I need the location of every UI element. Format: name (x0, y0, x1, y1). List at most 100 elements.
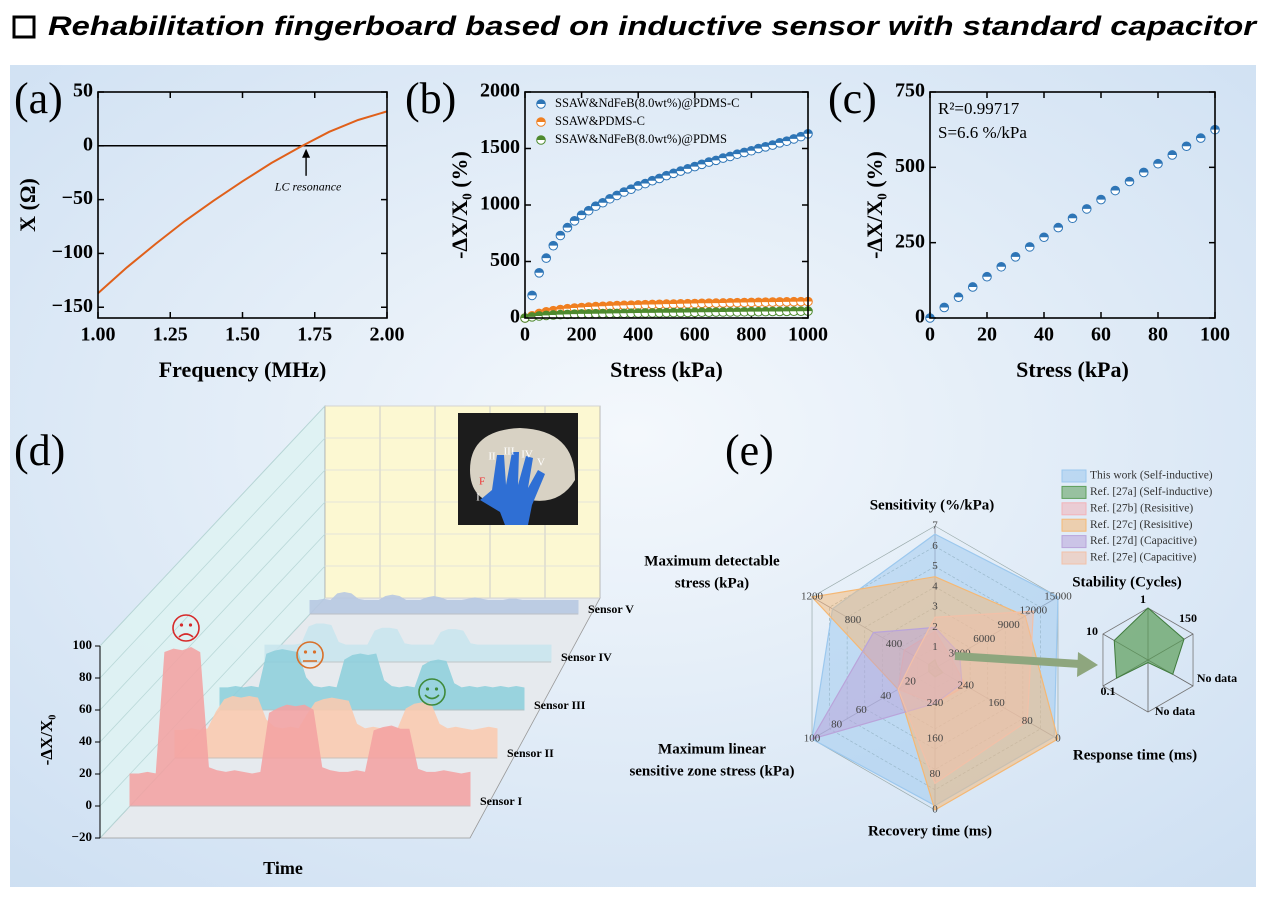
marker-half (563, 310, 572, 315)
scatter-point (1010, 252, 1021, 262)
scatter-point (668, 168, 679, 179)
scatter-point (1181, 141, 1192, 152)
marker-half (704, 307, 714, 313)
marker-half (626, 184, 636, 190)
marker-half (718, 298, 728, 303)
series-label: Sensor II (507, 746, 554, 760)
marker-half (527, 312, 537, 317)
marker-half (747, 298, 756, 303)
annotation-text: LC resonance (274, 180, 342, 194)
legend-label: SSAW&PDMS-C (555, 114, 645, 128)
series-label: Sensor III (534, 698, 586, 712)
eye (425, 687, 430, 691)
marker-half (570, 216, 579, 221)
panel-label: (a) (14, 74, 63, 123)
legend-marker (536, 117, 546, 127)
marker-half (1139, 168, 1149, 173)
scatter-point (781, 297, 792, 307)
marker-half (556, 305, 565, 310)
marker-half (683, 308, 693, 313)
scatter-point (555, 230, 566, 241)
y-tick-label: 0 (83, 133, 93, 155)
marker-half (556, 231, 565, 236)
scatter-point (982, 271, 992, 282)
scatter-point (711, 155, 721, 166)
marker-half (626, 300, 636, 306)
radar-tick-label: 800 (845, 614, 862, 626)
scatter-point (640, 299, 651, 310)
marker-half (648, 300, 657, 305)
inset-label: 1 (1140, 592, 1146, 606)
legend-marker (536, 135, 546, 145)
face (296, 641, 324, 669)
left-wall-grid (99, 469, 326, 711)
y-axis-label: X (Ω) (15, 178, 40, 232)
scatter-point (1024, 242, 1035, 252)
scatter-point (555, 309, 566, 320)
scatter-point (725, 307, 735, 317)
marker-half (782, 307, 792, 312)
marker-half (683, 299, 693, 304)
marker-half (549, 241, 558, 246)
scatter-point (598, 197, 608, 208)
marker-half (534, 268, 544, 273)
marker-half (789, 134, 799, 139)
marker-half (633, 308, 643, 314)
marker-half (633, 181, 643, 186)
scatter-point (789, 306, 799, 317)
radar-axis-label: stress (kPa) (675, 575, 749, 591)
series-area (309, 591, 579, 615)
marker-half (683, 164, 693, 169)
marker-half (541, 311, 551, 316)
legend-label: Ref. [27a] (Self-inductive) (1090, 486, 1212, 498)
radar-tick-label: 4 (932, 580, 938, 592)
scatter-point (704, 307, 714, 318)
marker-half (633, 300, 643, 305)
marker-half (527, 291, 537, 296)
panel-label: (d) (14, 426, 65, 475)
title: Rehabilitation fingerboard based on indu… (48, 11, 1258, 41)
series-area (129, 647, 471, 807)
scatter-point (640, 308, 651, 318)
scatter-point (753, 306, 764, 317)
radar-tick-label: 5 (932, 560, 938, 572)
x-axis-label: Stress (kPa) (1016, 357, 1129, 382)
y-tick-label: 80 (79, 669, 92, 684)
marker-half (640, 300, 650, 305)
marker-half (584, 309, 593, 314)
marker-half (697, 160, 707, 165)
radar-tick-label: 0 (1055, 733, 1061, 745)
radar-axis-label: Maximum linear (658, 741, 766, 757)
radar-tick-label: 6000 (973, 633, 996, 645)
marker-half (711, 307, 721, 313)
scatter-point (633, 308, 644, 318)
scatter-point (1153, 158, 1163, 169)
inset-label: 0.1 (1101, 684, 1116, 698)
marker-half (690, 308, 700, 313)
marker-half (655, 308, 664, 313)
y-tick-label: 0 (915, 306, 925, 328)
series-area (264, 623, 552, 663)
marker-half (704, 157, 714, 163)
scatter-point (789, 134, 799, 144)
marker-half (640, 308, 650, 313)
marker-half (591, 201, 601, 207)
scatter-point (1067, 213, 1078, 224)
glove (480, 452, 545, 525)
y-tick-label: −20 (72, 829, 92, 844)
scatter-point (626, 300, 636, 310)
plot-frame (524, 91, 809, 319)
radar-tick-label: 1 (932, 641, 938, 653)
left-wall-grid (99, 565, 326, 807)
x-tick-label: 200 (567, 324, 597, 346)
y-tick-label: 50 (73, 80, 93, 102)
marker-half (732, 149, 742, 155)
marker-half (761, 307, 770, 312)
scatter-point (1138, 167, 1149, 178)
marker-half (782, 136, 792, 142)
legend-swatch (1061, 535, 1087, 549)
marker-half (626, 308, 636, 314)
radar-tick-label: 12000 (1020, 605, 1048, 617)
legend-label: SSAW&NdFeB(8.0wt%)@PDMS (555, 132, 727, 146)
